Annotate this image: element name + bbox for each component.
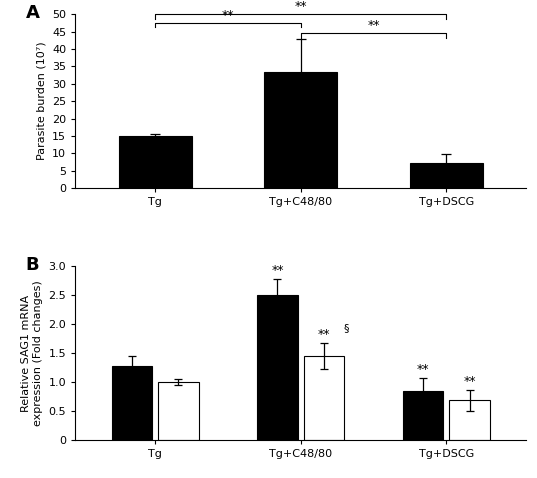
Text: B: B bbox=[26, 256, 39, 274]
Text: **: ** bbox=[417, 362, 429, 376]
Bar bbox=[449, 401, 490, 440]
Text: **: ** bbox=[222, 9, 234, 22]
Y-axis label: Parasite burden (10⁷): Parasite burden (10⁷) bbox=[37, 42, 47, 161]
Bar bbox=[303, 356, 344, 440]
Text: §: § bbox=[343, 323, 349, 333]
Text: **: ** bbox=[271, 264, 284, 277]
Bar bbox=[257, 295, 298, 440]
Text: **: ** bbox=[294, 0, 307, 13]
Bar bbox=[403, 391, 444, 440]
Bar bbox=[410, 163, 483, 188]
Bar bbox=[119, 136, 192, 188]
Bar bbox=[112, 366, 153, 440]
Y-axis label: Relative SAG1 mRNA
expression (Fold changes): Relative SAG1 mRNA expression (Fold chan… bbox=[21, 280, 43, 426]
Bar bbox=[158, 382, 199, 440]
Text: A: A bbox=[26, 4, 39, 22]
Text: **: ** bbox=[463, 375, 476, 388]
Text: **: ** bbox=[318, 328, 330, 341]
Bar bbox=[264, 72, 337, 188]
Text: **: ** bbox=[367, 19, 380, 32]
